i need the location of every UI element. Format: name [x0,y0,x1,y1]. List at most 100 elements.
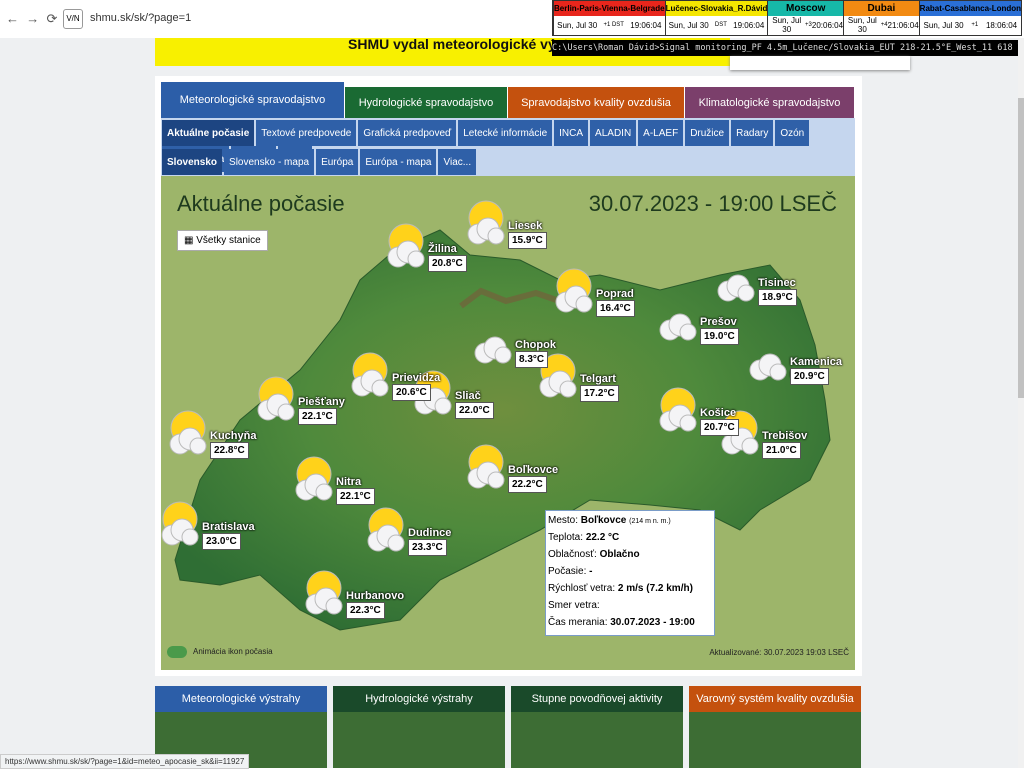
weather-icon [169,410,207,455]
region-tab[interactable]: Európa - mapa [360,149,437,175]
clock-city: Berlin-Paris-Vienna-Belgrade [554,1,665,16]
station-name: Chopok [515,339,556,351]
card[interactable]: Hydrologické výstrahy [333,686,505,768]
weather-icon [295,456,333,501]
main-tab[interactable]: Meteorologické spravodajstvo [161,82,344,118]
clock-note: DST [714,22,727,28]
clock-city: Moscow [768,1,844,16]
clock-row: Sun, Jul 30 +4 21:06:04 [844,16,919,34]
station-temp: 20.6°C [392,384,431,401]
station-temp: 22.2°C [508,476,547,493]
station-temp: 8.3°C [515,351,549,368]
weather-icon [717,274,755,302]
region-tab[interactable]: Viac... [438,149,477,175]
station-name: Tisinec [758,277,796,289]
button-label: Všetky stanice [196,235,261,246]
clock-note: +3 [805,22,812,28]
map-graphic [161,200,831,631]
clock: Dubai Sun, Jul 30 +4 21:06:04 [843,1,919,35]
tooltip-value: 22.2 °C [585,532,620,543]
tooltip-label: Mesto: [548,515,579,526]
tooltip-value: - [589,566,593,577]
status-bar: https://www.shmu.sk/sk/?page=1&id=meteo_… [0,754,250,769]
station-name: Žilina [428,243,457,255]
clock-date: Sun, Jul 30 [847,16,877,34]
region-tab[interactable]: Slovensko - mapa [224,149,315,175]
url[interactable]: shmu.sk/sk/?page=1 [90,12,192,24]
region-tab[interactable]: Európa [316,149,359,175]
station-temp: 22.3°C [346,602,385,619]
sub-tab[interactable]: Textové predpovede [256,120,357,146]
clock: Lučenec-Slovakia_R.Dávid Sun, Jul 30 DST 19… [664,1,768,35]
weather-icon [161,501,199,546]
station-temp: 22.1°C [336,488,375,505]
sub-tab[interactable]: Radary [731,120,774,146]
clock-time: 19:06:04 [630,20,662,30]
scrollbar[interactable] [1018,38,1024,768]
weather-icon [351,352,389,397]
clock-date: Sun, Jul 30 [557,20,598,30]
banner-text: SHMU vydal meteorologické výstr [348,36,574,52]
weather-icon [305,570,343,615]
page: SHMU vydal meteorologické výstr Meteorol… [0,36,1018,768]
station-name: Hurbanovo [346,590,405,602]
clock-widget: Berlin-Paris-Vienna-Belgrade Sun, Jul 30 +… [552,0,1022,36]
nav-buttons[interactable]: ← → ⟳ [6,11,58,26]
tooltip-label: Čas merania: [548,617,608,628]
station-temp: 16.4°C [596,300,635,317]
console-shadow [730,56,910,70]
station-temp: 20.9°C [790,368,829,385]
tooltip-extra: (214 m n. m.) [629,518,671,525]
clock-note: +1 DST [603,22,624,28]
tooltip-value: Oblačno [599,549,640,560]
sub-tab[interactable]: Ozón [775,120,810,146]
sub-tab[interactable]: Letecké informácie [458,120,553,146]
tooltip-label: Teplota: [548,532,584,543]
main-tab[interactable]: Spravodajstvo kvality ovzdušia [508,87,684,118]
station-temp: 21.0°C [762,442,801,459]
tooltip-row: Teplota: 22.2 °C [548,532,712,549]
card-title: Varovný systém kvality ovzdušia [689,686,861,712]
weather-icon [467,200,505,245]
main-tabs: Meteorologické spravodajstvo Hydrologické… [161,82,855,118]
tooltip-row: Počasie: - [548,566,712,583]
tooltip-value: 2 m/s (7.2 km/h) [617,583,693,594]
station-name: Bratislava [202,521,255,533]
main-tab[interactable]: Klimatologické spravodajstvo [685,87,854,118]
tooltip-label: Rýchlosť vetra: [548,583,616,594]
clock: Berlin-Paris-Vienna-Belgrade Sun, Jul 30 +… [553,1,665,35]
updated-label: Aktualizované: 30.07.2023 19:03 LSEČ [709,648,849,657]
clock-date: Sun, Jul 30 [772,16,802,34]
card-title: Hydrologické výstrahy [333,686,505,712]
sub-tab[interactable]: INCA [554,120,589,146]
station-name: Prešov [700,316,737,328]
weather-icon [659,387,697,432]
tooltip-row: Mesto: Boľkovce (214 m n. m.) [548,515,712,532]
sub-tab[interactable]: A-LAEF [638,120,684,146]
weather-icon [749,353,787,381]
tooltip-row: Rýchlosť vetra: 2 m/s (7.2 km/h) [548,583,712,600]
region-tab[interactable]: Slovensko [162,149,223,175]
station-temp: 17.2°C [580,385,619,402]
clock-row: Sun, Jul 30 +3 20:06:04 [768,16,843,34]
station-name: Dudince [408,527,452,539]
station-temp: 23.3°C [408,539,447,556]
sub-tab[interactable]: Grafická predpoveď [358,120,457,146]
weather-icon [474,336,512,364]
station-name: Sliač [455,390,481,402]
map-datetime: 30.07.2023 - 19:00 LSEČ [588,191,837,216]
card[interactable]: Stupne povodňovej aktivity [511,686,683,768]
map: Aktuálne počasie 30.07.2023 - 19:00 LSEČ… [161,176,855,670]
sub-tab[interactable]: Aktuálne počasie [162,120,255,146]
animation-toggle[interactable] [167,646,187,658]
sub-tab[interactable]: Družice [685,120,730,146]
main-tab[interactable]: Hydrologické spravodajstvo [345,87,507,118]
weather-icon [555,268,593,313]
clock-time: 18:06:04 [985,20,1018,30]
sub-tab[interactable]: ALADIN [590,120,637,146]
clock-row: Sun, Jul 30 DST 19:06:04 [666,16,768,34]
all-stations-button[interactable]: ▦ Všetky stanice [177,230,268,251]
clock-row: Sun, Jul 30 +1 18:06:04 [920,16,1021,34]
card[interactable]: Varovný systém kvality ovzdušia [689,686,861,768]
